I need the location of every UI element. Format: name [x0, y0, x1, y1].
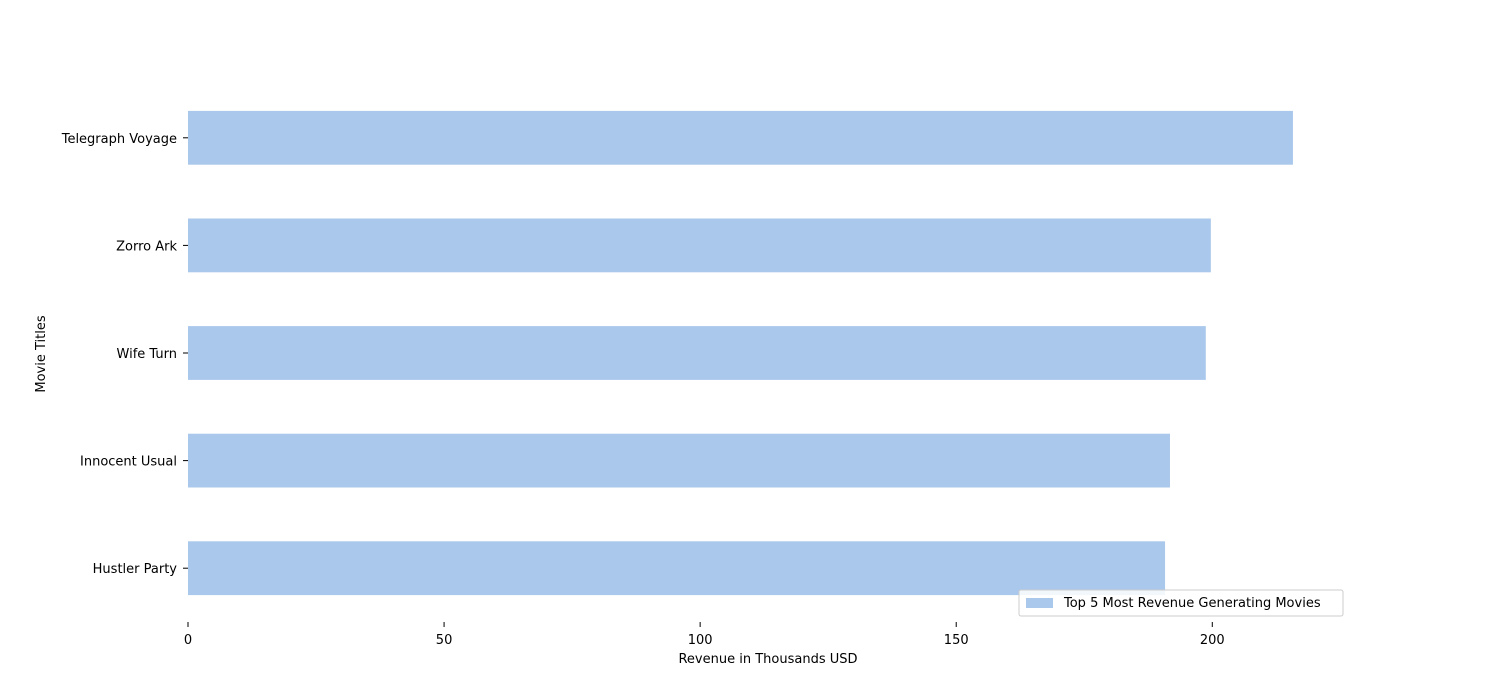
x-axis-label: Revenue in Thousands USD — [678, 652, 857, 667]
x-tick-label: 100 — [688, 633, 713, 648]
x-tick-label: 50 — [436, 633, 453, 648]
legend: Top 5 Most Revenue Generating Movies — [1018, 589, 1344, 617]
bar — [188, 110, 1293, 165]
x-axis: 0 50 100 150 200 — [184, 622, 1225, 648]
y-tick-label: Wife Turn — [117, 347, 177, 362]
bar — [188, 433, 1170, 488]
y-tick-label: Hustler Party — [93, 562, 178, 577]
bar — [188, 218, 1211, 273]
bars-group — [188, 110, 1293, 596]
legend-swatch — [1026, 598, 1053, 608]
y-axis: Telegraph Voyage Zorro Ark Wife Turn Innoce… — [61, 132, 188, 577]
bar — [188, 326, 1206, 380]
x-tick-label: 150 — [944, 633, 969, 648]
y-tick-label: Telegraph Voyage — [61, 132, 177, 147]
y-axis-label: Movie Titles — [34, 315, 49, 392]
legend-frame — [1018, 589, 1344, 617]
y-tick-label: Innocent Usual — [80, 455, 177, 470]
x-tick-label: 200 — [1200, 633, 1225, 648]
legend-label: Top 5 Most Revenue Generating Movies — [1063, 596, 1321, 611]
bar — [188, 541, 1166, 596]
x-tick-label: 0 — [184, 633, 192, 648]
y-tick-label: Zorro Ark — [116, 239, 177, 254]
